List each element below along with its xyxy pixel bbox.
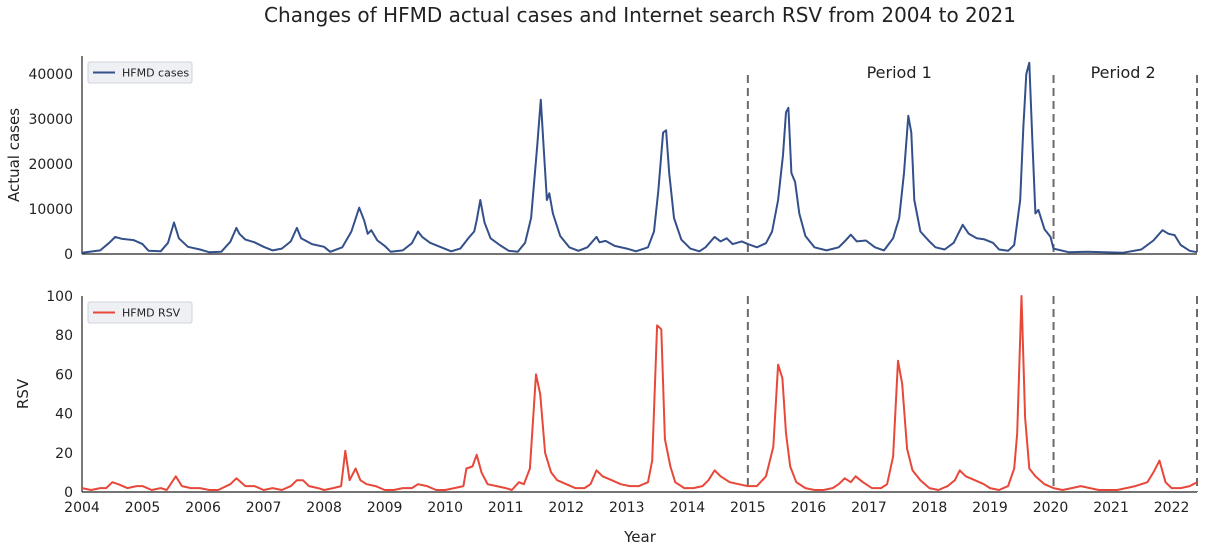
legend-label: HFMD cases bbox=[122, 67, 189, 80]
y-axis-label: RSV bbox=[14, 378, 32, 409]
y-tick-label: 80 bbox=[55, 328, 73, 344]
legend-box bbox=[87, 61, 193, 84]
y-tick-label: 0 bbox=[64, 485, 73, 501]
y-tick-label: 30000 bbox=[28, 112, 73, 128]
y-axis-label: Actual cases bbox=[5, 108, 23, 202]
x-tick-label: 2014 bbox=[670, 500, 706, 516]
legend-box bbox=[87, 301, 193, 324]
x-axis-ticks: 2004 2005 2006 2007 2008 2009 2010 2011 2012 2013… bbox=[64, 500, 1189, 516]
y-tick-label: 40 bbox=[55, 407, 73, 423]
chart-title: Changes of HFMD actual cases and Interne… bbox=[264, 3, 1016, 27]
legend-label: HFMD RSV bbox=[122, 307, 181, 320]
x-tick-label: 2004 bbox=[64, 500, 100, 516]
x-tick-label: 2022 bbox=[1154, 500, 1190, 516]
y-tick-label: 20 bbox=[55, 446, 73, 462]
x-tick-label: 2005 bbox=[125, 500, 161, 516]
y-tick-label: 10000 bbox=[28, 202, 73, 218]
x-tick-label: 2016 bbox=[791, 500, 827, 516]
x-tick-label: 2018 bbox=[912, 500, 948, 516]
y-tick-label: 40000 bbox=[28, 67, 73, 83]
y-tick-label: 100 bbox=[46, 289, 73, 305]
x-tick-label: 2006 bbox=[185, 500, 221, 516]
x-tick-label: 2021 bbox=[1093, 500, 1129, 516]
x-axis-label: Year bbox=[623, 528, 657, 546]
legend: HFMD RSV bbox=[87, 301, 193, 324]
series-line bbox=[81, 61, 1198, 254]
y-tick-label: 0 bbox=[64, 247, 73, 263]
x-tick-label: 2007 bbox=[246, 500, 282, 516]
y-tick-label: 60 bbox=[55, 367, 73, 383]
x-tick-label: 2013 bbox=[609, 500, 645, 516]
y-tick-label: 20000 bbox=[28, 157, 73, 173]
x-tick-label: 2009 bbox=[367, 500, 403, 516]
x-tick-label: 2012 bbox=[548, 500, 584, 516]
x-tick-label: 2008 bbox=[306, 500, 342, 516]
x-tick-label: 2020 bbox=[1033, 500, 1069, 516]
panel-actual-cases: 0 10000 20000 30000 40000 Actual cases HFMD ca… bbox=[5, 56, 1198, 263]
x-tick-label: 2010 bbox=[427, 500, 463, 516]
series-line bbox=[81, 295, 1198, 491]
panel-rsv: 0 20 40 60 80 100 RSV HFMD RSV bbox=[14, 289, 1198, 501]
period-label: Period 1 bbox=[867, 63, 932, 82]
period-label: Period 2 bbox=[1091, 63, 1156, 82]
legend: HFMD cases bbox=[87, 61, 193, 84]
x-tick-label: 2011 bbox=[488, 500, 524, 516]
x-tick-label: 2017 bbox=[851, 500, 887, 516]
x-tick-label: 2015 bbox=[730, 500, 766, 516]
x-tick-label: 2019 bbox=[972, 500, 1008, 516]
